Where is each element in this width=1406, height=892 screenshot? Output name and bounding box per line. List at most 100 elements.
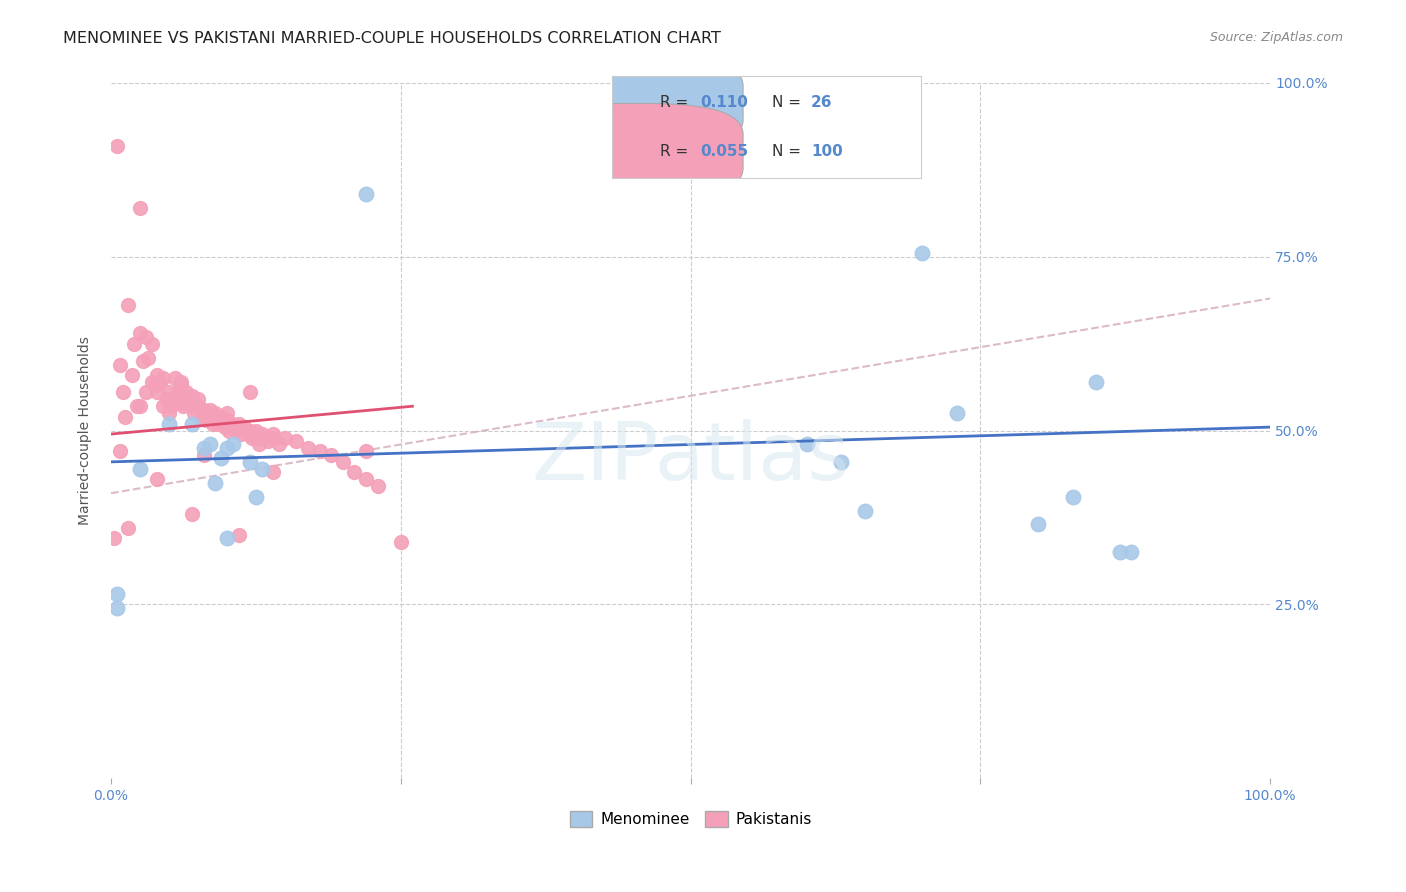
Point <box>215 532 238 546</box>
Point <box>114 409 136 424</box>
Point <box>156 392 179 407</box>
Point <box>1085 375 1108 389</box>
Point <box>239 455 262 469</box>
Point <box>125 399 148 413</box>
Point <box>262 465 284 479</box>
Point <box>204 475 226 490</box>
Point <box>181 507 204 521</box>
Point <box>117 298 139 312</box>
Point <box>274 431 297 445</box>
Point <box>167 385 190 400</box>
Point <box>245 424 267 438</box>
Point <box>214 420 236 434</box>
Point <box>183 406 205 420</box>
Point <box>105 138 128 153</box>
Point <box>262 427 284 442</box>
Point <box>122 336 145 351</box>
Point <box>250 427 273 442</box>
Point <box>233 424 256 438</box>
Point <box>222 437 245 451</box>
Point <box>149 375 172 389</box>
Point <box>176 392 198 407</box>
Point <box>198 402 221 417</box>
Point <box>172 399 194 413</box>
Point <box>269 437 291 451</box>
Point <box>218 424 240 438</box>
Point <box>141 336 163 351</box>
Point <box>157 406 180 420</box>
Point <box>129 399 152 413</box>
Point <box>179 396 201 410</box>
Point <box>157 385 180 400</box>
Point <box>796 437 818 451</box>
Point <box>111 385 134 400</box>
Point <box>354 187 377 202</box>
Point <box>103 532 125 546</box>
Point <box>285 434 308 448</box>
Text: R =: R = <box>659 95 693 110</box>
Point <box>169 375 191 389</box>
Point <box>105 600 128 615</box>
Point <box>152 399 174 413</box>
Point <box>946 406 969 420</box>
Point <box>110 358 132 372</box>
Point <box>198 409 221 424</box>
Point <box>193 441 215 455</box>
Point <box>187 392 209 407</box>
Point <box>202 417 225 431</box>
Point <box>321 448 343 462</box>
Point <box>911 246 934 260</box>
Point <box>242 431 264 445</box>
Text: Source: ZipAtlas.com: Source: ZipAtlas.com <box>1209 31 1343 45</box>
Point <box>163 371 186 385</box>
Point <box>209 451 232 466</box>
Point <box>209 413 232 427</box>
Point <box>190 409 212 424</box>
Text: R =: R = <box>659 145 693 160</box>
Point <box>136 351 159 365</box>
Point <box>129 462 152 476</box>
Text: 26: 26 <box>811 95 832 110</box>
Point <box>228 417 250 431</box>
Point <box>367 479 389 493</box>
Point <box>176 385 198 400</box>
Point <box>245 490 267 504</box>
Point <box>163 392 186 407</box>
Point <box>239 424 262 438</box>
Text: 0.055: 0.055 <box>700 145 748 160</box>
Text: ZIPatlas: ZIPatlas <box>531 419 849 498</box>
Point <box>262 431 284 445</box>
FancyBboxPatch shape <box>529 55 744 151</box>
Point <box>354 444 377 458</box>
Point <box>239 385 262 400</box>
Point <box>193 402 215 417</box>
Point <box>222 417 245 431</box>
Point <box>181 417 204 431</box>
Point <box>1062 490 1084 504</box>
Point <box>239 427 262 442</box>
Point <box>169 396 191 410</box>
Point <box>1028 517 1050 532</box>
Point <box>181 389 204 403</box>
Point <box>193 406 215 420</box>
Point <box>129 326 152 341</box>
Point <box>247 437 270 451</box>
Point <box>160 399 183 413</box>
Point <box>146 385 169 400</box>
Point <box>215 406 238 420</box>
Point <box>169 378 191 392</box>
Legend: Menominee, Pakistanis: Menominee, Pakistanis <box>564 805 818 833</box>
Point <box>135 385 157 400</box>
Point <box>157 417 180 431</box>
Point <box>225 424 247 438</box>
Point <box>187 399 209 413</box>
Point <box>121 368 143 382</box>
Point <box>245 431 267 445</box>
Point <box>308 444 330 458</box>
Point <box>830 455 852 469</box>
FancyBboxPatch shape <box>529 103 744 199</box>
Point <box>1108 545 1130 559</box>
Point <box>1121 545 1143 559</box>
Text: MENOMINEE VS PAKISTANI MARRIED-COUPLE HOUSEHOLDS CORRELATION CHART: MENOMINEE VS PAKISTANI MARRIED-COUPLE HO… <box>63 31 721 46</box>
Point <box>215 417 238 431</box>
